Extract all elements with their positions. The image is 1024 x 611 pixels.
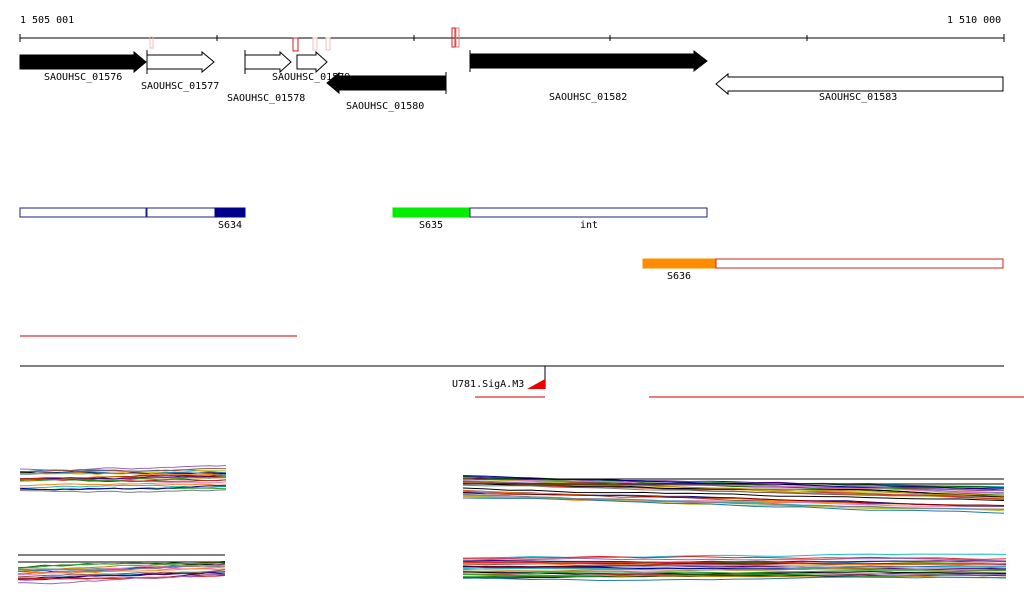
expression-profile-line [19, 476, 227, 482]
segment-s634[interactable] [214, 207, 246, 218]
gene-label: SAOUHSC_01582 [549, 92, 627, 103]
expression-profile-line [17, 564, 226, 575]
ruler-marker [325, 37, 331, 51]
expression-panel [19, 465, 227, 493]
segment-label-s636: S636 [667, 271, 691, 282]
expression-profile-line [462, 568, 1007, 572]
expression-profiles [17, 465, 1007, 585]
segment-s635[interactable] [392, 207, 471, 218]
expression-panel [462, 475, 1005, 514]
expression-profile-line [19, 482, 227, 487]
gene-arrow-SAOUHSC_01583[interactable] [715, 72, 1004, 96]
gene-arrow-SAOUHSC_01580[interactable] [326, 71, 447, 95]
gene-label: SAOUHSC_01580 [346, 101, 424, 112]
expression-profile-line [462, 562, 1007, 567]
expression-profile-line [462, 482, 1005, 497]
ruler-marker [312, 37, 318, 51]
ruler-marker [455, 27, 460, 48]
expression-profile-line [462, 477, 1005, 495]
segment-track: S634 S635 int S636 [19, 207, 1004, 282]
expression-profile-line [17, 569, 226, 578]
promoter-track: U781.SigA.M3 [20, 365, 1024, 398]
expression-profile-line [462, 565, 1006, 571]
expression-profile-line [462, 570, 1006, 575]
expression-profile-line [462, 555, 1007, 560]
expression-profile-line [20, 474, 227, 480]
expression-profile-line [462, 497, 1005, 514]
expression-profile-line [17, 572, 226, 580]
ruler-end-label: 1 510 000 [947, 15, 1001, 26]
expression-profile-line [462, 493, 1005, 510]
gene-arrow-SAOUHSC_01578[interactable] [244, 50, 292, 74]
segment-label-s635: S635 [419, 220, 443, 231]
segment-int[interactable] [469, 207, 708, 218]
segment-label-int: int [580, 220, 598, 231]
expression-profile-line [462, 487, 1005, 501]
expression-profile-line [19, 465, 227, 472]
expression-profile-line [462, 553, 1007, 559]
segment-outline[interactable] [146, 207, 216, 218]
segment-label-s634: S634 [218, 220, 242, 231]
gene-label: SAOUHSC_01578 [227, 93, 305, 104]
expression-profile-line [17, 565, 226, 571]
expression-profile-line [19, 472, 227, 476]
expression-profile-line [19, 485, 226, 491]
gene-label: SAOUHSC_01583 [819, 92, 897, 103]
expression-panel [17, 560, 226, 585]
ruler-start-label: 1 505 001 [20, 15, 74, 26]
ruler-marker [451, 27, 456, 48]
segment-outline[interactable] [19, 207, 147, 218]
segment-outline-red[interactable] [715, 258, 1004, 269]
ruler-marker [292, 37, 299, 52]
expression-panel [462, 553, 1007, 582]
coordinate-ruler: 1 505 001 1 510 000 [19, 15, 1005, 52]
gene-label: SAOUHSC_01576 [44, 72, 122, 83]
segment-s636[interactable] [642, 258, 717, 269]
gene-arrow-SAOUHSC_01579[interactable] [296, 50, 328, 74]
promoter-marker[interactable] [527, 379, 545, 389]
expression-profile-line [462, 576, 1007, 582]
expression-profile-line [17, 562, 226, 569]
expression-profile-line [462, 573, 1007, 577]
gene-arrow-SAOUHSC_01577[interactable] [146, 50, 215, 74]
gene-arrow-SAOUHSC_01582[interactable] [469, 49, 708, 73]
expression-profile-line [462, 557, 1007, 562]
expression-profile-line [19, 489, 227, 493]
ruler-marker [149, 36, 154, 49]
gene-track: SAOUHSC_01576 SAOUHSC_01577 SAOUHSC_0157… [19, 49, 1004, 112]
expression-profile-line [19, 474, 227, 481]
gene-label: SAOUHSC_01577 [141, 81, 219, 92]
gene-arrow-SAOUHSC_01576[interactable] [19, 50, 147, 74]
expression-profile-line [19, 468, 227, 473]
promoter-label: U781.SigA.M3 [452, 379, 524, 390]
expression-profile-line [462, 561, 1007, 566]
gene-label: SAOUHSC_01579 [272, 72, 350, 83]
expression-profile-line [462, 492, 1005, 506]
expression-profile-line [17, 573, 226, 585]
